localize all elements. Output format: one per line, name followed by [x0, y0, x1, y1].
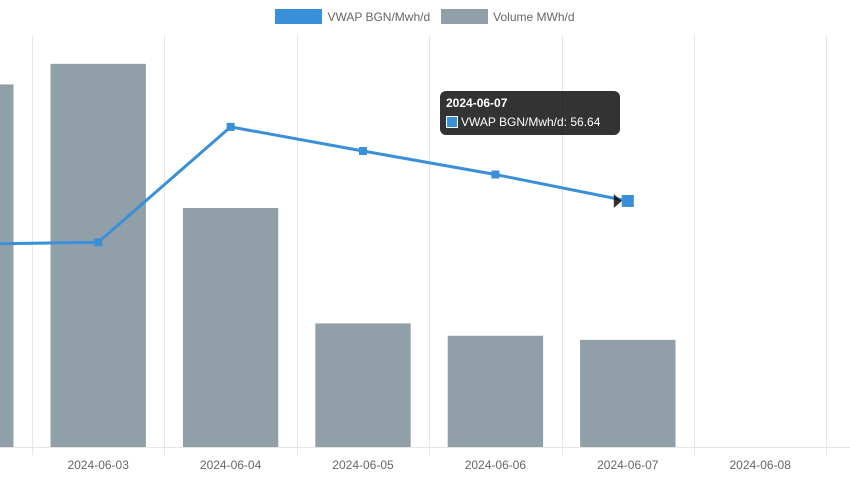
volume-bar-2024-06-04 [182, 208, 279, 447]
vwap-point-2024-06-06 [491, 170, 500, 179]
tooltip-title: 2024-06-07 [446, 96, 508, 110]
legend-item-vwap[interactable]: VWAP BGN/Mwh/d [275, 9, 430, 24]
x-tick-label: 2024-06-03 [68, 458, 130, 472]
vwap-line [0, 125, 629, 246]
volume-bar-2024-06-07 [580, 339, 676, 447]
vwap-point-2024-06-05 [359, 147, 367, 156]
vwap-line-series [0, 122, 634, 247]
x-tick-label: 2024-06-08 [730, 458, 792, 472]
legend-label-volume: Volume MWh/d [493, 9, 575, 24]
x-tick-label: 2024-06-04 [200, 458, 262, 472]
legend-item-volume[interactable]: Volume MWh/d [441, 9, 575, 24]
legend: VWAP BGN/Mwh/d Volume MWh/d [0, 9, 850, 24]
x-tick-label: 2024-06-07 [597, 458, 659, 472]
volume-bars [0, 63, 676, 448]
volume-bar-2024-06-05 [315, 323, 411, 447]
tooltip-row: VWAP BGN/Mwh/d: 56.64 [446, 115, 614, 129]
vwap-point-2024-06-03 [94, 238, 103, 247]
tooltip-swatch [446, 116, 458, 128]
legend-swatch-volume [441, 9, 489, 24]
x-tick-label: 2024-06-05 [332, 458, 394, 472]
legend-swatch-vwap [275, 9, 323, 24]
tooltip-pointer [613, 193, 622, 208]
volume-bar-2024-06-03 [50, 63, 146, 448]
vwap-point-2024-06-04 [226, 122, 235, 131]
tooltip-caret [613, 193, 622, 208]
tooltip-value: VWAP BGN/Mwh/d: 56.64 [461, 115, 601, 129]
grid [0, 35, 850, 455]
x-tick-label: 2024-06-06 [465, 458, 527, 472]
vwap-point-2024-06-07 [621, 194, 634, 207]
tooltip: 2024-06-07 VWAP BGN/Mwh/d: 56.64 [440, 91, 620, 135]
volume-bar-2024-06-06 [447, 335, 544, 447]
legend-label-vwap: VWAP BGN/Mwh/d [327, 9, 431, 24]
x-axis: 2024-06-03 2024-06-04 2024-06-05 2024-06-06… [68, 458, 792, 472]
volume-bar-2024-06-02 [0, 84, 14, 447]
